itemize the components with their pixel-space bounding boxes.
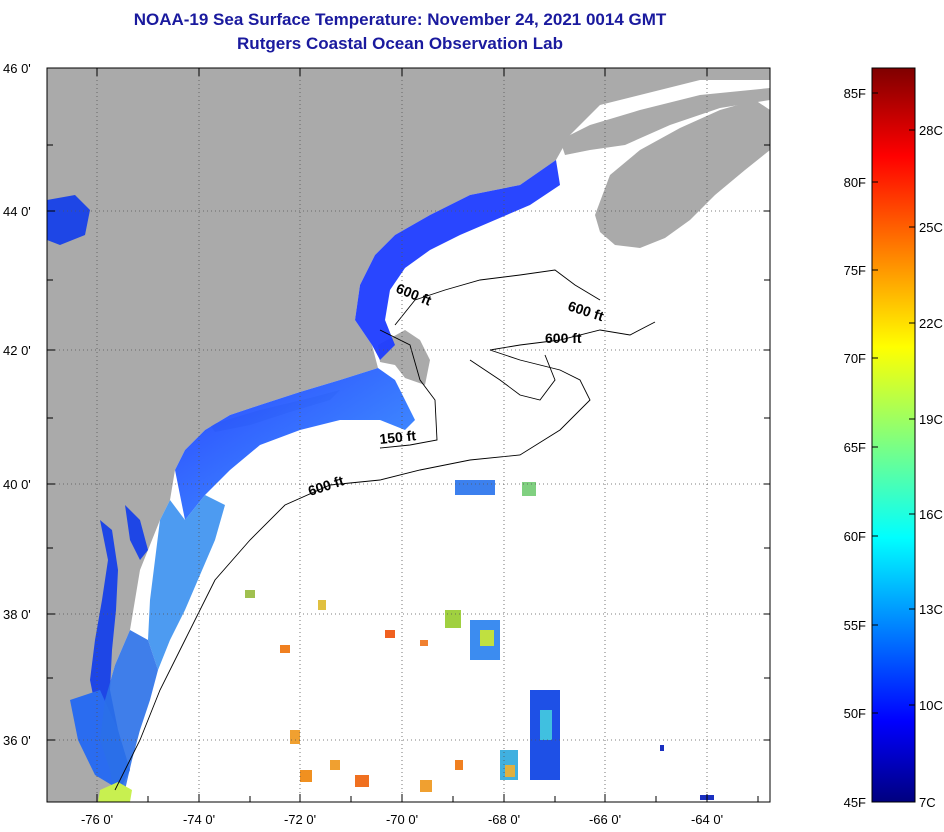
map-subtitle: Rutgers Coastal Ocean Observation Lab (237, 34, 563, 53)
colorbar-c-22: 22C (919, 316, 943, 331)
lon-label-66: -66 0' (589, 812, 621, 827)
lat-label-36: 36 0' (3, 733, 31, 748)
colorbar-f-65: 65F (844, 440, 866, 455)
lat-label-42: 42 0' (3, 343, 31, 358)
colorbar-c-16: 16C (919, 507, 943, 522)
lon-label-72: -72 0' (284, 812, 316, 827)
colorbar-c-7: 7C (919, 795, 936, 810)
colorbar-c-19: 19C (919, 412, 943, 427)
colorbar-f-50: 50F (844, 706, 866, 721)
colorbar-f-55: 55F (844, 618, 866, 633)
sst-southern-new-england (175, 368, 415, 520)
lon-label-68: -68 0' (488, 812, 520, 827)
lon-label-74: -74 0' (183, 812, 215, 827)
map-title: NOAA-19 Sea Surface Temperature: Novembe… (133, 10, 667, 29)
colorbar (871, 67, 916, 803)
land-nova-scotia (595, 100, 770, 248)
bathymetry-contours (114, 269, 656, 791)
sst-offshore-pixels (245, 480, 714, 800)
colorbar-f-80: 80F (844, 175, 866, 190)
colorbar-c-28: 28C (919, 123, 943, 138)
colorbar-f-85: 85F (844, 86, 866, 101)
lon-label-76: -76 0' (81, 812, 113, 827)
lat-label-38: 38 0' (3, 607, 31, 622)
sst-warm-patch-hatteras (98, 782, 132, 802)
colorbar-f-70: 70F (844, 351, 866, 366)
lake-ontario-water (47, 195, 90, 245)
map-frame (46, 67, 771, 803)
lon-label-64: -64 0' (691, 812, 723, 827)
land-new-brunswick (560, 88, 770, 155)
contour-label-3: 600 ft (545, 330, 582, 346)
sst-mid-atlantic (148, 495, 225, 670)
colorbar-c-13: 13C (919, 602, 943, 617)
colorbar-ticks (872, 92, 915, 714)
sst-gulf-of-maine (355, 160, 560, 360)
land-us-mainland (47, 68, 770, 802)
lat-label-44: 44 0' (3, 204, 31, 219)
colorbar-f-45: 45F (844, 795, 866, 810)
lon-label-70: -70 0' (386, 812, 418, 827)
colorbar-c-10: 10C (919, 698, 943, 713)
lat-label-46: 46 0' (3, 61, 31, 76)
colorbar-f-75: 75F (844, 263, 866, 278)
colorbar-c-25: 25C (919, 220, 943, 235)
delaware-bay (125, 505, 148, 560)
sst-southern-shelf (100, 630, 158, 802)
contour-label-4: 150 ft (379, 427, 417, 447)
graticule (47, 68, 770, 802)
axis-ticks (47, 68, 770, 802)
lat-label-40: 40 0' (3, 477, 31, 492)
colorbar-f-60: 60F (844, 529, 866, 544)
